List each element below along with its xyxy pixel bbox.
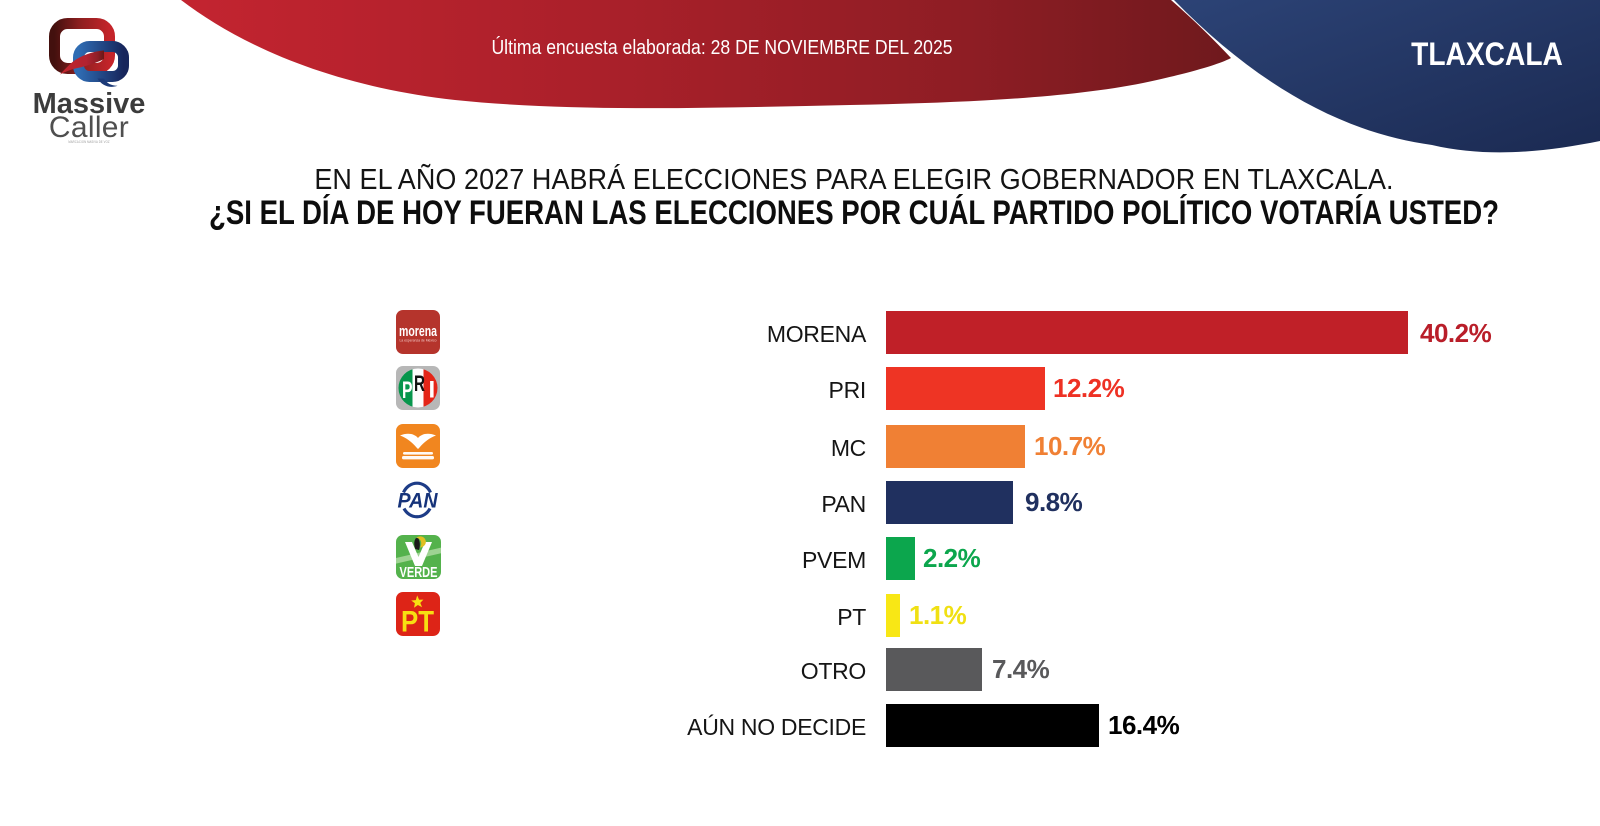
- svg-text:morena: morena: [399, 324, 438, 340]
- svg-text:PAN: PAN: [398, 490, 439, 513]
- svg-text:PT: PT: [401, 606, 434, 637]
- svg-text:R: R: [414, 371, 425, 396]
- svg-text:P: P: [402, 377, 413, 404]
- svg-text:La esperanza de México: La esperanza de México: [400, 339, 437, 343]
- svg-text:VERDE: VERDE: [400, 564, 438, 579]
- svg-text:I: I: [429, 377, 436, 404]
